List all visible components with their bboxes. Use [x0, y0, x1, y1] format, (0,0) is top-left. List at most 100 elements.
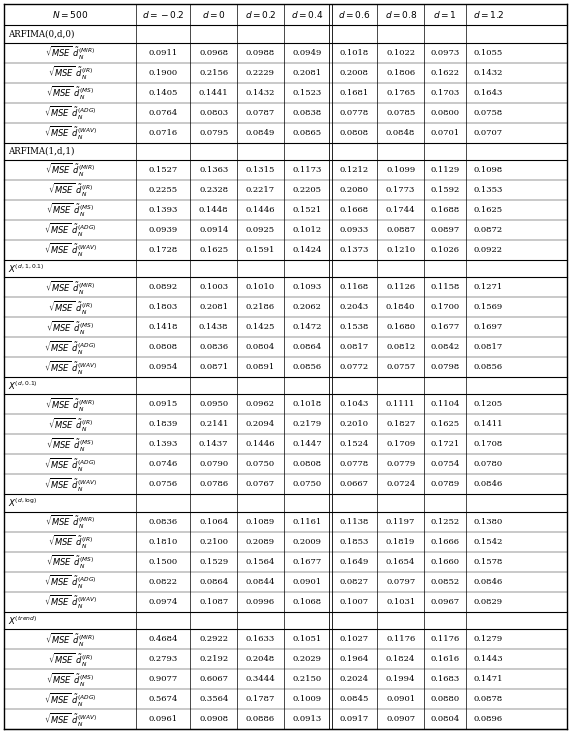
Text: 0.0842: 0.0842: [431, 343, 460, 351]
Text: 0.2179: 0.2179: [292, 421, 322, 429]
Text: 0.0778: 0.0778: [339, 108, 368, 117]
Text: 0.2062: 0.2062: [293, 303, 321, 312]
Text: 0.1068: 0.1068: [292, 597, 321, 605]
Text: 0.1087: 0.1087: [199, 597, 228, 605]
Text: 0.0750: 0.0750: [246, 460, 275, 468]
Text: 0.2048: 0.2048: [246, 655, 275, 663]
Text: $\sqrt{MSE}\ \tilde{d}_N^{(IR)}$: $\sqrt{MSE}\ \tilde{d}_N^{(IR)}$: [47, 416, 93, 433]
Text: 0.0804: 0.0804: [246, 343, 275, 351]
Text: $\sqrt{MSE}\ \tilde{d}_N^{(MIR)}$: $\sqrt{MSE}\ \tilde{d}_N^{(MIR)}$: [45, 513, 95, 530]
Text: 0.1438: 0.1438: [199, 323, 228, 331]
Text: 0.1683: 0.1683: [431, 675, 460, 683]
Text: 0.1709: 0.1709: [386, 441, 415, 449]
Text: 0.1591: 0.1591: [246, 246, 275, 254]
Text: 0.1697: 0.1697: [474, 323, 503, 331]
Text: $\sqrt{MSE}\ \tilde{d}_N^{(MIR)}$: $\sqrt{MSE}\ \tilde{d}_N^{(MIR)}$: [45, 44, 95, 61]
Text: 0.1446: 0.1446: [246, 441, 275, 449]
Text: $\sqrt{MSE}\ \tilde{d}_N^{(ADG)}$: $\sqrt{MSE}\ \tilde{d}_N^{(ADG)}$: [44, 690, 96, 707]
Text: 0.0864: 0.0864: [292, 343, 322, 351]
Text: $\sqrt{MSE}\ \tilde{d}_N^{(MS)}$: $\sqrt{MSE}\ \tilde{d}_N^{(MS)}$: [46, 671, 94, 688]
Text: 0.2150: 0.2150: [292, 675, 321, 683]
Text: 0.1418: 0.1418: [148, 323, 178, 331]
Text: 0.1681: 0.1681: [339, 89, 368, 97]
Text: $\sqrt{MSE}\ \tilde{d}_N^{(ADG)}$: $\sqrt{MSE}\ \tilde{d}_N^{(ADG)}$: [44, 456, 96, 473]
Text: 0.1810: 0.1810: [148, 538, 178, 546]
Text: 0.1564: 0.1564: [246, 558, 275, 566]
Text: 0.0808: 0.0808: [292, 460, 321, 468]
Text: 0.0786: 0.0786: [199, 480, 228, 488]
Text: 0.0778: 0.0778: [339, 460, 368, 468]
Text: 0.1138: 0.1138: [339, 517, 369, 526]
Text: 0.1666: 0.1666: [431, 538, 460, 546]
Text: $\sqrt{MSE}\ \tilde{d}_N^{(WAV)}$: $\sqrt{MSE}\ \tilde{d}_N^{(WAV)}$: [43, 710, 96, 728]
Text: $\sqrt{MSE}\ \tilde{d}_N^{(IR)}$: $\sqrt{MSE}\ \tilde{d}_N^{(IR)}$: [47, 64, 93, 81]
Text: 0.1197: 0.1197: [386, 517, 415, 526]
Text: $\sqrt{MSE}\ \tilde{d}_N^{(ADG)}$: $\sqrt{MSE}\ \tilde{d}_N^{(ADG)}$: [44, 221, 96, 238]
Text: 0.1964: 0.1964: [339, 655, 369, 663]
Text: 0.1003: 0.1003: [199, 283, 228, 291]
Text: 0.1064: 0.1064: [199, 517, 228, 526]
Text: 0.0785: 0.0785: [386, 108, 415, 117]
Text: $X^{(d,1,0.1)}$: $X^{(d,1,0.1)}$: [8, 262, 45, 275]
Text: 0.0817: 0.0817: [474, 343, 503, 351]
Text: 0.1654: 0.1654: [386, 558, 415, 566]
Text: 0.0852: 0.0852: [431, 578, 460, 586]
Text: 0.1373: 0.1373: [339, 246, 369, 254]
Text: 0.1055: 0.1055: [474, 48, 503, 56]
Text: $\sqrt{MSE}\ \tilde{d}_N^{(MS)}$: $\sqrt{MSE}\ \tilde{d}_N^{(MS)}$: [46, 202, 94, 218]
Text: 0.2043: 0.2043: [339, 303, 368, 312]
Text: 0.0848: 0.0848: [386, 128, 415, 136]
Text: 0.2205: 0.2205: [293, 186, 321, 194]
Text: 0.1569: 0.1569: [474, 303, 503, 312]
Text: 0.1523: 0.1523: [292, 89, 322, 97]
Text: 0.0897: 0.0897: [431, 226, 460, 234]
Text: 0.0787: 0.0787: [246, 108, 275, 117]
Text: 0.0790: 0.0790: [199, 460, 228, 468]
Text: $\sqrt{MSE}\ \tilde{d}_N^{(MIR)}$: $\sqrt{MSE}\ \tilde{d}_N^{(MIR)}$: [45, 161, 95, 178]
Text: 0.1443: 0.1443: [474, 655, 503, 663]
Text: 0.1446: 0.1446: [246, 206, 275, 214]
Text: 0.1126: 0.1126: [386, 283, 415, 291]
Text: 0.1441: 0.1441: [199, 89, 228, 97]
Text: 0.0716: 0.0716: [149, 128, 178, 136]
Text: 0.1405: 0.1405: [148, 89, 178, 97]
Text: 0.1688: 0.1688: [431, 206, 460, 214]
Text: 0.0887: 0.0887: [386, 226, 415, 234]
Text: $\sqrt{MSE}\ \tilde{d}_N^{(WAV)}$: $\sqrt{MSE}\ \tilde{d}_N^{(WAV)}$: [43, 476, 96, 493]
Text: 0.1099: 0.1099: [386, 166, 415, 174]
Text: 0.1521: 0.1521: [292, 206, 322, 214]
Text: 0.1819: 0.1819: [386, 538, 415, 546]
Text: 0.0880: 0.0880: [431, 695, 460, 703]
Text: 0.2793: 0.2793: [148, 655, 178, 663]
Text: 0.2081: 0.2081: [199, 303, 228, 312]
Text: 0.0925: 0.0925: [246, 226, 275, 234]
Text: 0.0772: 0.0772: [339, 363, 368, 371]
Text: 0.1212: 0.1212: [339, 166, 368, 174]
Text: 0.0892: 0.0892: [149, 283, 178, 291]
Text: 0.0764: 0.0764: [148, 108, 178, 117]
Text: 0.0886: 0.0886: [246, 715, 275, 723]
Text: 0.0939: 0.0939: [148, 226, 178, 234]
Text: $d=0.6$: $d=0.6$: [337, 9, 370, 21]
Text: $\sqrt{MSE}\ \tilde{d}_N^{(WAV)}$: $\sqrt{MSE}\ \tilde{d}_N^{(WAV)}$: [43, 124, 96, 141]
Text: 0.0962: 0.0962: [246, 400, 275, 408]
Text: 0.2141: 0.2141: [199, 421, 228, 429]
Text: 0.2255: 0.2255: [149, 186, 178, 194]
Text: 0.0949: 0.0949: [292, 48, 322, 56]
Text: 0.0907: 0.0907: [386, 715, 415, 723]
Text: $X^{(trend)}$: $X^{(trend)}$: [8, 614, 37, 627]
Text: 0.1622: 0.1622: [431, 69, 460, 77]
Text: 0.0950: 0.0950: [199, 400, 228, 408]
Text: 0.1500: 0.1500: [149, 558, 178, 566]
Text: 0.0913: 0.0913: [292, 715, 322, 723]
Text: 0.0968: 0.0968: [199, 48, 228, 56]
Text: 0.1393: 0.1393: [148, 441, 178, 449]
Text: $\sqrt{MSE}\ \tilde{d}_N^{(IR)}$: $\sqrt{MSE}\ \tilde{d}_N^{(IR)}$: [47, 650, 93, 668]
Text: 0.0836: 0.0836: [199, 343, 228, 351]
Text: 0.0758: 0.0758: [474, 108, 503, 117]
Text: 0.1012: 0.1012: [292, 226, 321, 234]
Text: $\sqrt{MSE}\ \tilde{d}_N^{(IR)}$: $\sqrt{MSE}\ \tilde{d}_N^{(IR)}$: [47, 298, 93, 316]
Text: 0.0844: 0.0844: [246, 578, 275, 586]
Text: $\sqrt{MSE}\ \tilde{d}_N^{(WAV)}$: $\sqrt{MSE}\ \tilde{d}_N^{(WAV)}$: [43, 593, 96, 611]
Text: 0.1994: 0.1994: [386, 675, 415, 683]
